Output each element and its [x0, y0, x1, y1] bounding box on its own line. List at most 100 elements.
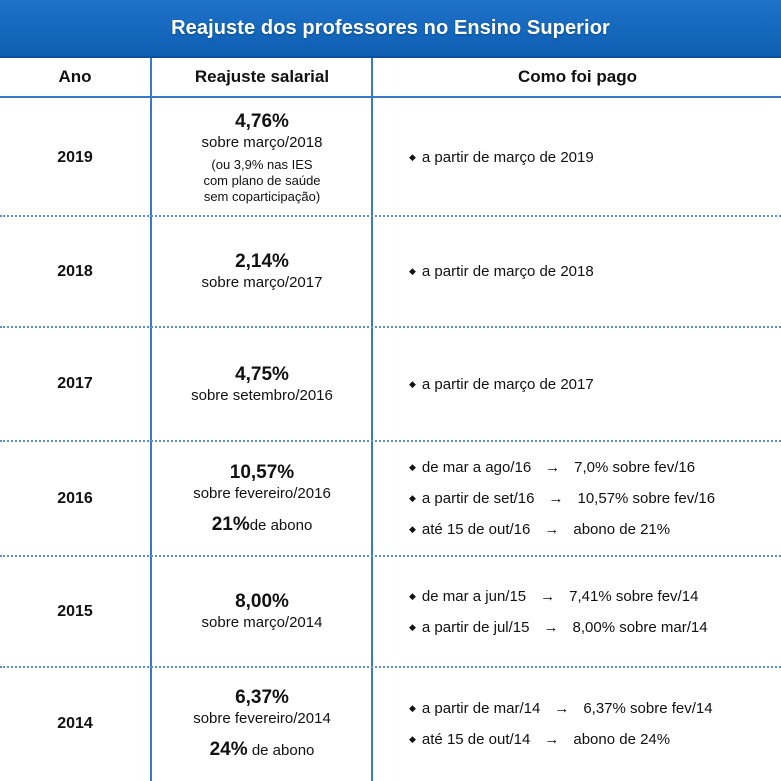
payment-period: de mar a jun/15 [421, 587, 527, 605]
payment-cell: ◆ a partir de março de 2017 [374, 327, 781, 441]
table-row: 2019 4,76% sobre março/2018 (ou 3,9% nas IE… [0, 99, 781, 216]
arrow-right-icon: → [548, 490, 564, 507]
payment-item: ◆ a partir de set/16 → 10,57% sobre fev/16 [409, 483, 781, 514]
payment-item: ◆ a partir de março de 2019 [409, 142, 781, 173]
note-line: com plano de saúde [203, 173, 321, 188]
payment-cell: ◆ a partir de março de 2019 [374, 99, 781, 216]
bullet-icon: ◆ [409, 462, 416, 472]
table-row: 2018 2,14% sobre março/2017 ◆ a partir de ma… [0, 216, 781, 327]
adjustment-reference: sobre março/2017 [201, 274, 323, 291]
year-cell: 2017 [57, 375, 93, 392]
year-cell: 2015 [57, 602, 93, 620]
header-row: Ano Reajuste salarial Como foi pago [0, 58, 781, 98]
note-line: (ou 3,9% nas IES [211, 157, 313, 172]
payment-result: 7,0% sobre fev/16 [574, 459, 696, 476]
row-separator [0, 440, 781, 442]
row-separator [0, 326, 781, 328]
bullet-icon: ◆ [409, 590, 416, 601]
abono-label: de abono [251, 742, 315, 759]
payment-period: a partir de março de 2017 [421, 375, 594, 393]
note-line: sem coparticipação) [203, 189, 321, 204]
header-payment: Como foi pago [518, 67, 637, 86]
row-separator [0, 555, 781, 557]
payment-period: a partir de março de 2019 [421, 149, 594, 166]
bullet-icon: ◆ [409, 266, 416, 276]
payment-period: a partir de março de 2018 [421, 263, 594, 280]
adjustment-reference: sobre março/2014 [201, 614, 323, 631]
payment-period: a partir de jul/15 [421, 618, 530, 636]
payment-result: 8,00% sobre mar/14 [572, 618, 708, 636]
payment-period: de mar a ago/16 [421, 459, 532, 476]
adjustment-percent: 6,37% [235, 687, 289, 708]
year-cell: 2019 [57, 148, 93, 166]
adjustment-reference: sobre março/2018 [201, 134, 323, 151]
payment-cell: ◆ de mar a ago/16 → 7,0% sobre fev/16 ◆ a par… [374, 441, 781, 556]
column-divider [371, 58, 373, 781]
payment-item: ◆ a partir de mar/14 → 6,37% sobre fev/14 [409, 693, 781, 724]
adjustment-cell: 8,00% sobre março/2014 [152, 556, 372, 667]
abono: 24% de abono [210, 739, 315, 762]
bullet-icon: ◆ [409, 621, 416, 632]
column-divider [150, 58, 152, 781]
payment-result: 6,37% sobre fev/14 [583, 700, 713, 717]
payment-period: a partir de set/16 [421, 490, 535, 507]
payment-item: ◆ a partir de março de 2018 [409, 256, 781, 287]
table-row: 2014 6,37% sobre fevereiro/2014 24% de abon… [0, 667, 781, 781]
abono-percent: 24% [209, 739, 248, 760]
adjustment-cell: 10,57% sobre fevereiro/2016 21%de abono [152, 441, 372, 556]
row-separator [0, 666, 781, 668]
abono-percent: 21% [211, 513, 250, 535]
header-adjustment: Reajuste salarial [194, 67, 330, 86]
header-year: Ano [58, 67, 92, 86]
adjustment-reference: sobre fevereiro/2016 [193, 484, 331, 502]
bullet-icon: ◆ [409, 378, 416, 389]
adjustment-cell: 4,76% sobre março/2018 (ou 3,9% nas IES com… [152, 99, 372, 216]
year-cell: 2014 [57, 715, 93, 732]
bullet-icon: ◆ [409, 734, 416, 744]
payment-item: ◆ de mar a jun/15 → 7,41% sobre fev/14 [409, 581, 781, 612]
payment-item: ◆ até 15 de out/16 → abono de 21% [409, 514, 781, 545]
payment-cell: ◆ de mar a jun/15 → 7,41% sobre fev/14 ◆ a pa… [374, 556, 781, 667]
adjustment-percent: 8,00% [235, 591, 289, 612]
bullet-icon: ◆ [409, 703, 416, 713]
arrow-right-icon: → [545, 459, 561, 476]
abono-label: de abono [249, 516, 313, 534]
bullet-icon: ◆ [409, 493, 416, 503]
bullet-icon: ◆ [409, 524, 416, 534]
adjustment-percent: 4,76% [235, 111, 289, 132]
title-bar: Reajuste dos professores no Ensino Super… [0, 0, 781, 58]
adjustment-cell: 6,37% sobre fevereiro/2014 24% de abono [152, 667, 372, 781]
arrow-right-icon: → [543, 618, 559, 636]
arrow-right-icon: → [540, 587, 556, 605]
payment-period: até 15 de out/16 [421, 521, 531, 538]
table-row: 2015 8,00% sobre março/2014 ◆ de mar a jun/1… [0, 556, 781, 667]
bullet-icon: ◆ [409, 152, 416, 162]
payment-result: 10,57% sobre fev/16 [577, 490, 716, 507]
payment-item: ◆ até 15 de out/14 → abono de 24% [409, 724, 781, 755]
payment-period: a partir de mar/14 [421, 700, 541, 717]
adjustment-percent: 2,14% [235, 251, 289, 272]
row-separator [0, 215, 781, 217]
adjustment-cell: 2,14% sobre março/2017 [152, 216, 372, 327]
abono: 21%de abono [212, 514, 313, 537]
payment-result: abono de 21% [573, 521, 671, 538]
arrow-right-icon: → [554, 700, 570, 717]
adjustment-cell: 4,75% sobre setembro/2016 [152, 327, 372, 441]
payment-result: abono de 24% [573, 731, 671, 748]
adjustment-percent: 4,75% [235, 363, 289, 385]
payment-item: ◆ a partir de março de 2017 [409, 369, 781, 400]
adjustment-note: (ou 3,9% nas IES com plano de saúde sem co… [203, 157, 320, 205]
adjustment-reference: sobre setembro/2016 [191, 386, 333, 404]
payment-item: ◆ a partir de jul/15 → 8,00% sobre mar/14 [409, 612, 781, 643]
year-cell: 2016 [57, 489, 93, 507]
table-row: 2016 10,57% sobre fevereiro/2016 21%de abon… [0, 441, 781, 556]
year-cell: 2018 [57, 262, 93, 280]
table-title: Reajuste dos professores no Ensino Super… [171, 16, 610, 39]
adjustment-percent: 10,57% [229, 461, 295, 483]
arrow-right-icon: → [544, 731, 560, 748]
payment-result: 7,41% sobre fev/14 [569, 587, 699, 605]
adjustment-reference: sobre fevereiro/2014 [193, 710, 331, 727]
payment-cell: ◆ a partir de mar/14 → 6,37% sobre fev/14 ◆ a… [374, 667, 781, 781]
payment-item: ◆ de mar a ago/16 → 7,0% sobre fev/16 [409, 452, 781, 483]
